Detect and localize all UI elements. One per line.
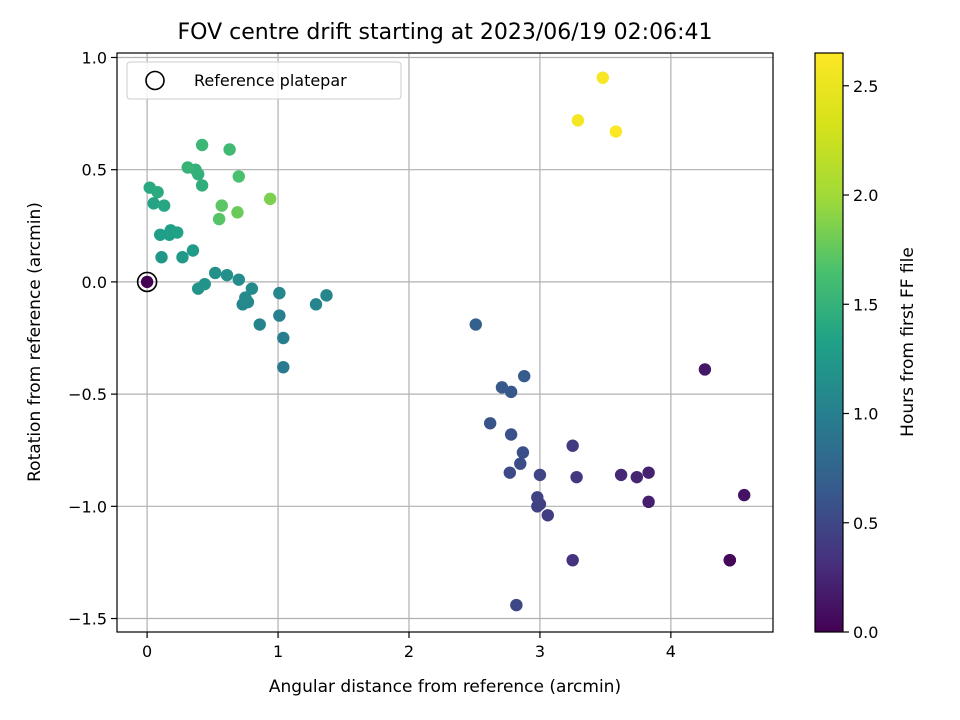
data-point bbox=[155, 251, 168, 264]
y-tick-label: −1.5 bbox=[68, 610, 107, 629]
data-point bbox=[232, 170, 245, 183]
data-point bbox=[504, 428, 518, 441]
data-point bbox=[245, 282, 259, 295]
data-point bbox=[239, 291, 252, 304]
colorbar-tick-label: 1.5 bbox=[853, 295, 878, 314]
data-point bbox=[154, 228, 167, 241]
data-point bbox=[596, 71, 609, 84]
data-point bbox=[232, 273, 245, 286]
data-point bbox=[630, 470, 644, 484]
data-point bbox=[171, 226, 184, 239]
data-point bbox=[181, 161, 194, 174]
data-point bbox=[223, 143, 236, 156]
data-point bbox=[516, 446, 530, 459]
data-point bbox=[514, 457, 527, 470]
plot-frame bbox=[116, 52, 774, 633]
data-point bbox=[723, 553, 736, 567]
legend-reference-marker bbox=[145, 70, 165, 91]
x-axis-ticks: 0 1 2 3 4 bbox=[142, 632, 676, 661]
data-point bbox=[195, 138, 209, 152]
x-tick-label: 4 bbox=[666, 642, 676, 661]
data-point bbox=[263, 192, 277, 206]
data-point bbox=[566, 439, 579, 452]
data-point bbox=[253, 318, 266, 331]
legend: Reference platepar bbox=[126, 61, 402, 100]
reference-platepar-marker bbox=[136, 271, 158, 293]
data-point bbox=[220, 268, 234, 282]
data-point bbox=[176, 251, 189, 264]
colorbar-tick-label: 1.0 bbox=[853, 405, 878, 424]
data-point bbox=[518, 369, 531, 383]
data-point bbox=[504, 385, 518, 399]
data-point bbox=[231, 206, 244, 219]
data-point bbox=[614, 468, 628, 482]
data-point bbox=[209, 266, 222, 280]
colorbar-tick-label: 0.5 bbox=[853, 514, 878, 533]
plot-area: 0 1 2 3 4 −1.5 −1.0 −0.5 0.0 0.5 1.0 bbox=[68, 48, 774, 661]
data-point bbox=[140, 275, 154, 289]
colorbar: 0.0 0.5 1.0 1.5 2.0 2.5 Hours from first FF f… bbox=[814, 52, 918, 642]
data-point bbox=[503, 466, 517, 479]
data-point bbox=[510, 598, 523, 612]
data-point bbox=[642, 495, 655, 509]
data-point bbox=[273, 309, 286, 322]
data-point bbox=[698, 363, 712, 376]
data-point bbox=[571, 114, 585, 127]
data-point bbox=[273, 286, 286, 300]
data-point bbox=[186, 244, 200, 257]
data-point bbox=[277, 360, 290, 374]
data-points bbox=[140, 71, 751, 612]
colorbar-label: Hours from first FF file bbox=[898, 247, 918, 437]
y-tick-label: 0.0 bbox=[82, 273, 107, 292]
data-point bbox=[609, 125, 623, 138]
x-tick-label: 1 bbox=[273, 642, 283, 661]
data-point bbox=[320, 289, 333, 302]
legend-box bbox=[126, 61, 402, 100]
colorbar-gradient bbox=[814, 52, 844, 633]
x-tick-label: 0 bbox=[142, 642, 152, 661]
y-tick-label: −0.5 bbox=[68, 385, 107, 404]
y-tick-label: 1.0 bbox=[82, 48, 107, 67]
colorbar-tick-label: 2.5 bbox=[853, 77, 878, 96]
data-point bbox=[566, 553, 579, 567]
data-point bbox=[570, 470, 583, 484]
y-tick-label: −1.0 bbox=[68, 497, 107, 516]
y-axis-label: Rotation from reference (arcmin) bbox=[25, 202, 45, 482]
colorbar-tick-label: 0.0 bbox=[853, 623, 878, 642]
data-point bbox=[541, 509, 554, 522]
data-point bbox=[277, 331, 290, 345]
y-axis-ticks: −1.5 −1.0 −0.5 0.0 0.5 1.0 bbox=[68, 48, 117, 629]
data-point bbox=[195, 179, 209, 192]
x-axis-label: Angular distance from reference (arcmin) bbox=[269, 677, 621, 697]
data-point bbox=[309, 298, 323, 311]
data-point bbox=[533, 468, 547, 482]
chart-title: FOV centre drift starting at 2023/06/19 … bbox=[178, 20, 713, 45]
data-point bbox=[642, 466, 655, 479]
data-point bbox=[737, 488, 751, 502]
y-tick-label: 0.5 bbox=[82, 161, 107, 180]
data-point bbox=[147, 197, 160, 210]
data-point bbox=[191, 282, 205, 295]
data-point bbox=[215, 199, 228, 212]
grid bbox=[117, 53, 773, 632]
data-point bbox=[495, 381, 509, 394]
colorbar-tick-label: 2.0 bbox=[853, 186, 878, 205]
data-point bbox=[469, 318, 482, 331]
legend-entry-reference: Reference platepar bbox=[194, 71, 347, 90]
x-tick-label: 3 bbox=[535, 642, 545, 661]
data-point bbox=[212, 212, 226, 226]
colorbar-ticks: 0.0 0.5 1.0 1.5 2.0 2.5 bbox=[843, 77, 878, 642]
data-point bbox=[151, 185, 164, 199]
reference-marker bbox=[136, 271, 158, 293]
data-point bbox=[531, 500, 544, 513]
data-point bbox=[531, 491, 544, 504]
data-point bbox=[157, 199, 171, 212]
data-point bbox=[483, 417, 497, 430]
x-tick-label: 2 bbox=[404, 642, 414, 661]
